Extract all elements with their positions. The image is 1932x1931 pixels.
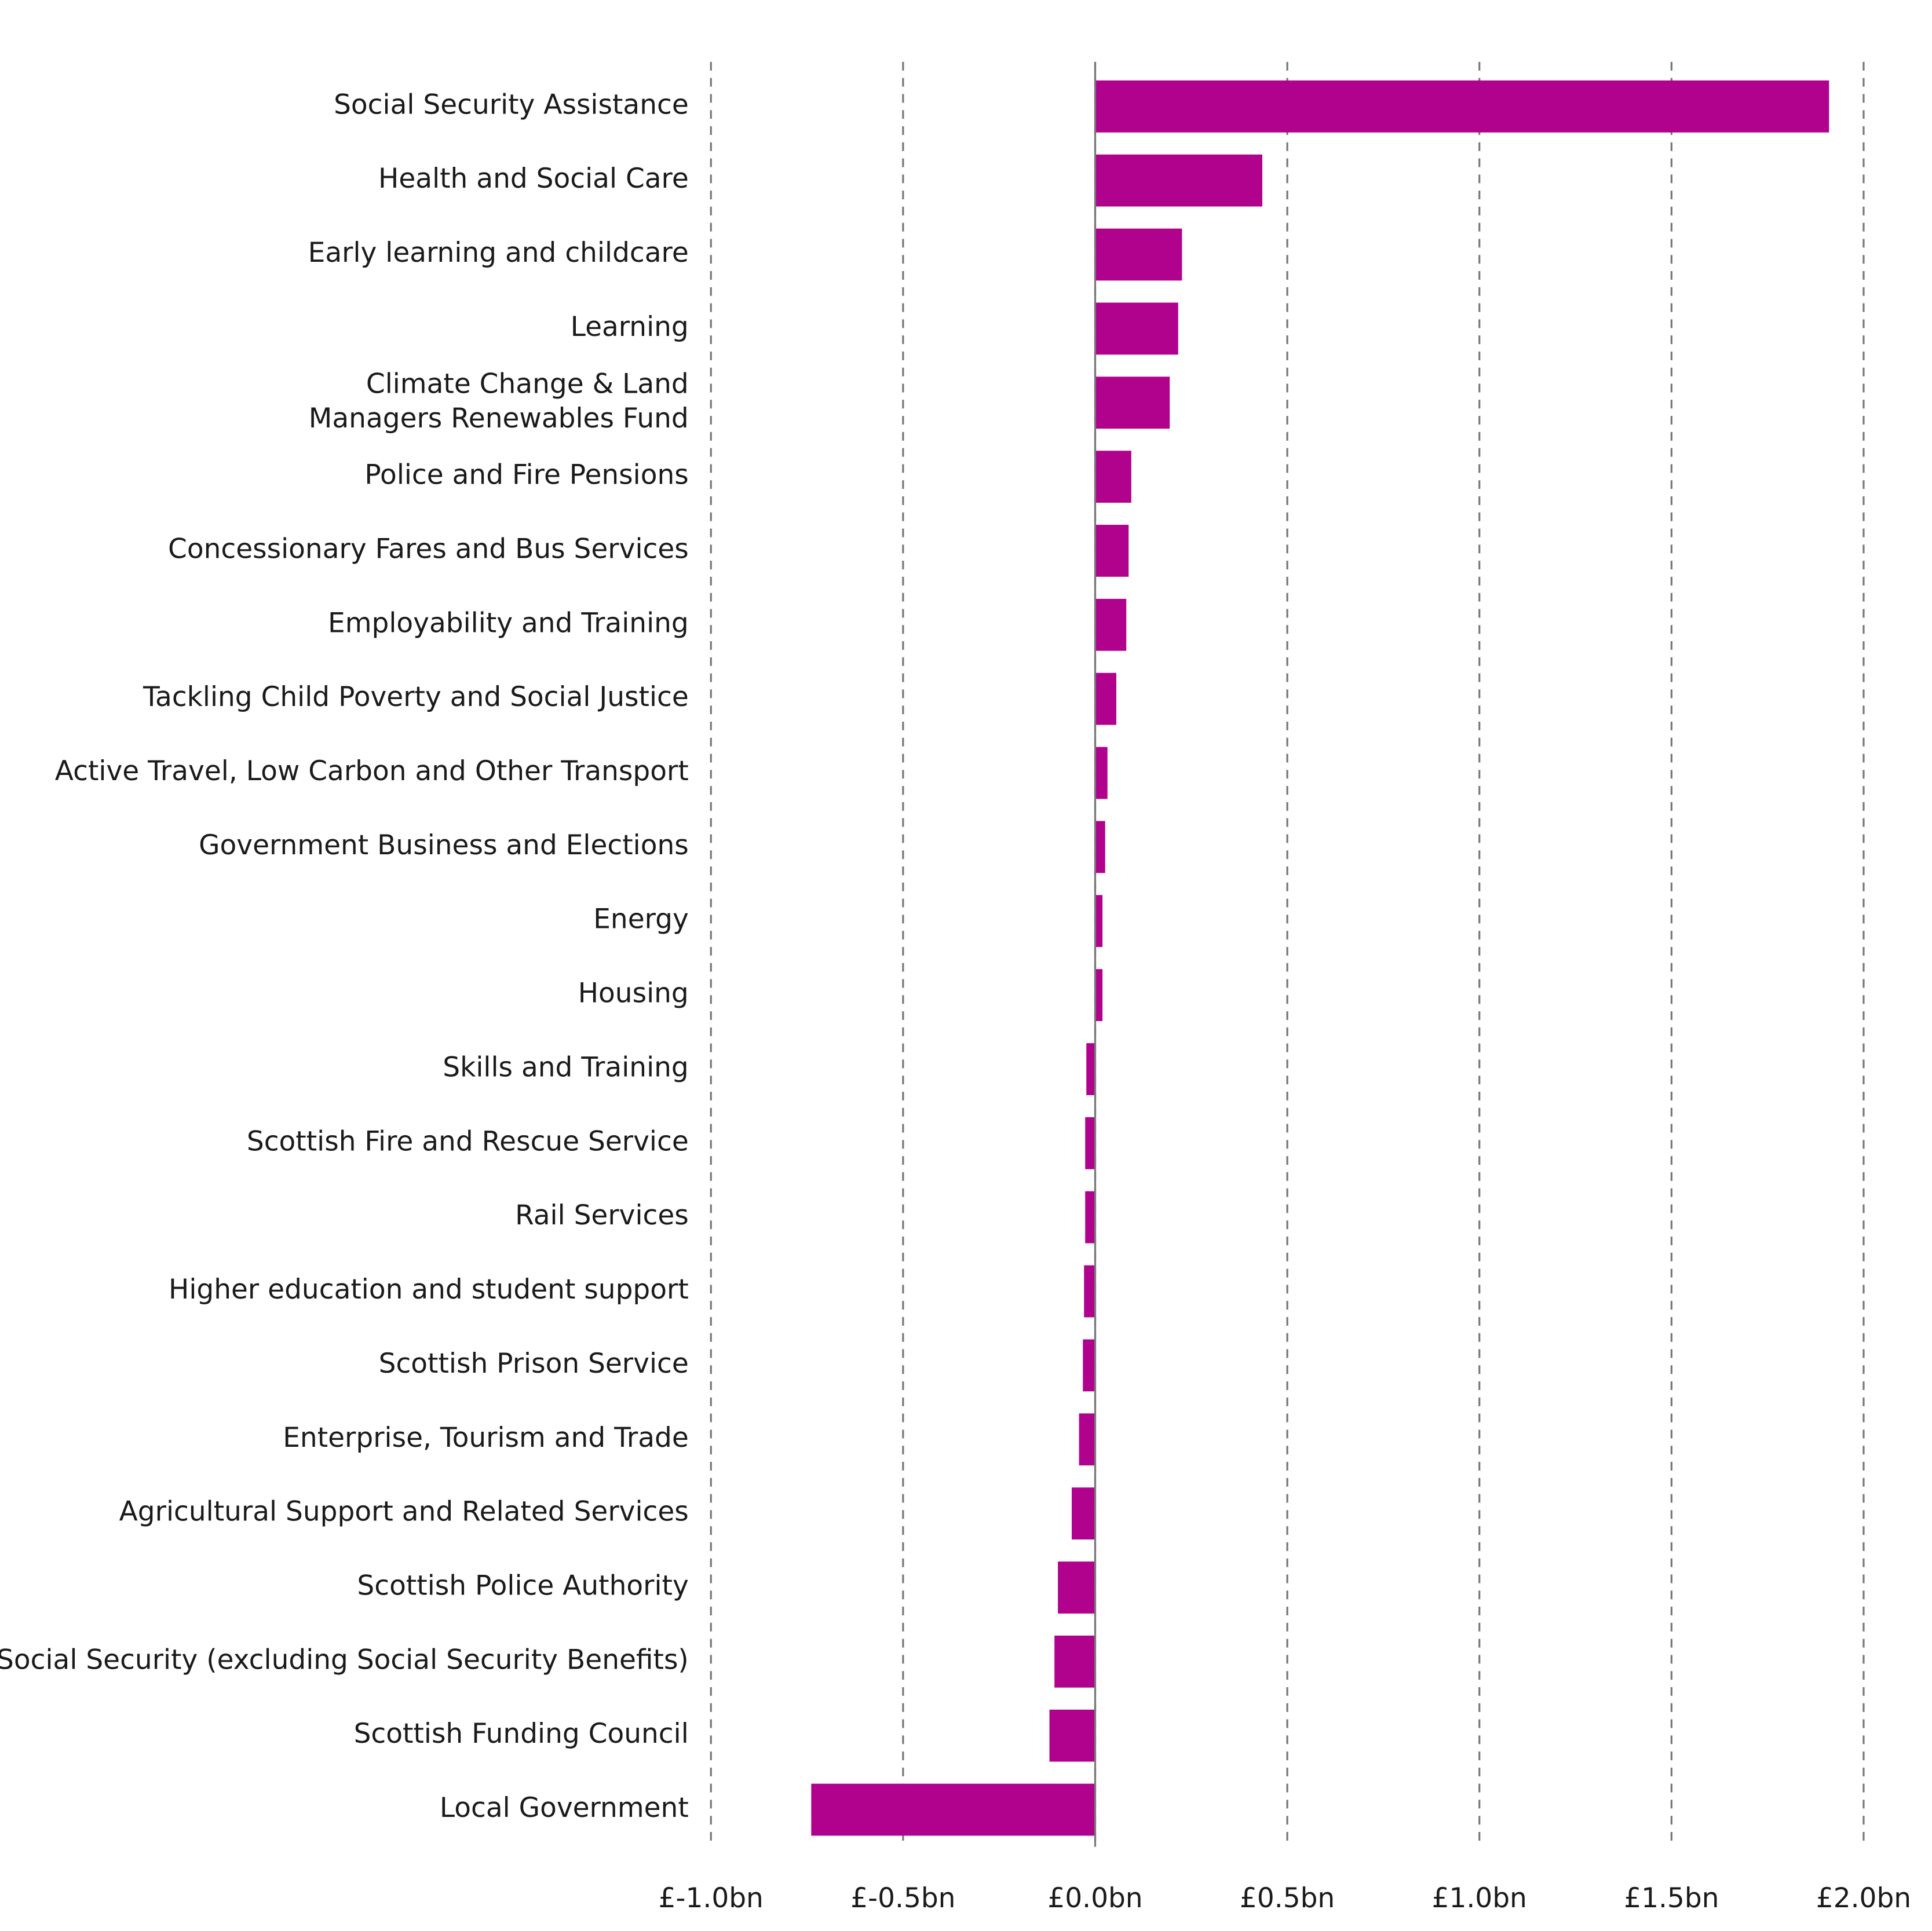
y-tick-label: Scottish Police Authority	[357, 1570, 688, 1601]
y-tick-label: Agricultural Support and Related Service…	[119, 1496, 689, 1528]
bar	[1095, 821, 1105, 873]
y-tick-label: Social Security (excluding Social Securi…	[0, 1644, 689, 1676]
x-tick-label: £-0.5bn	[850, 1882, 955, 1914]
y-tick-label: Tackling Child Poverty and Social Justic…	[143, 681, 689, 713]
y-tick-label: Active Travel, Low Carbon and Other Tran…	[55, 755, 689, 787]
y-tick-label: Scottish Prison Service	[379, 1348, 689, 1380]
bar	[1086, 1043, 1095, 1095]
bar	[1095, 302, 1178, 355]
bar	[1095, 228, 1182, 281]
bar	[1072, 1487, 1095, 1540]
bar	[1079, 1413, 1095, 1466]
bar	[1095, 598, 1127, 651]
bar	[1084, 1265, 1095, 1318]
bar	[1058, 1561, 1095, 1614]
x-tick-label: £2.0bn	[1816, 1882, 1911, 1914]
x-tick-label: £1.0bn	[1432, 1882, 1527, 1914]
bar	[1095, 451, 1131, 503]
bar	[1095, 376, 1170, 429]
y-tick-label: Scottish Funding Council	[354, 1718, 689, 1750]
bar	[1083, 1339, 1095, 1392]
bar	[1095, 895, 1103, 948]
y-tick-label: Local Government	[440, 1792, 689, 1824]
x-tick-label: £0.5bn	[1240, 1882, 1335, 1914]
y-tick-label: Skills and Training	[443, 1051, 688, 1083]
bar	[1095, 80, 1829, 133]
y-tick-label: Early learning and childcare	[308, 237, 689, 269]
bar	[1085, 1191, 1095, 1244]
bar	[1095, 747, 1108, 799]
y-tick-label: Higher education and student support	[169, 1274, 689, 1305]
y-tick-label: Employability and Training	[328, 607, 689, 639]
bar	[1049, 1709, 1095, 1762]
y-tick-label: Rail Services	[515, 1199, 689, 1231]
bar	[811, 1783, 1095, 1836]
bar	[1095, 672, 1116, 725]
y-tick-label: Enterprise, Tourism and Trade	[283, 1422, 689, 1454]
x-tick-label: £-1.0bn	[659, 1882, 764, 1914]
bar	[1095, 525, 1129, 577]
y-tick-label: Climate Change & Land Managers Renewables…	[309, 368, 689, 434]
y-tick-label: Scottish Fire and Rescue Service	[247, 1125, 689, 1157]
y-tick-label: Social Security Assistance	[334, 89, 689, 120]
bar	[1095, 969, 1103, 1021]
y-tick-label: Housing	[578, 978, 689, 1010]
x-tick-label: £1.5bn	[1624, 1882, 1719, 1914]
y-tick-label: Energy	[593, 904, 689, 935]
y-tick-label: Police and Fire Pensions	[364, 459, 688, 491]
y-tick-label: Learning	[571, 311, 689, 343]
x-tick-label: £0.0bn	[1047, 1882, 1142, 1914]
bar	[1085, 1117, 1095, 1169]
bar	[1095, 154, 1262, 207]
bar	[1054, 1635, 1095, 1688]
y-tick-label: Concessionary Fares and Bus Services	[168, 533, 689, 565]
y-tick-label: Health and Social Care	[378, 163, 689, 195]
y-tick-label: Government Business and Elections	[199, 829, 689, 861]
